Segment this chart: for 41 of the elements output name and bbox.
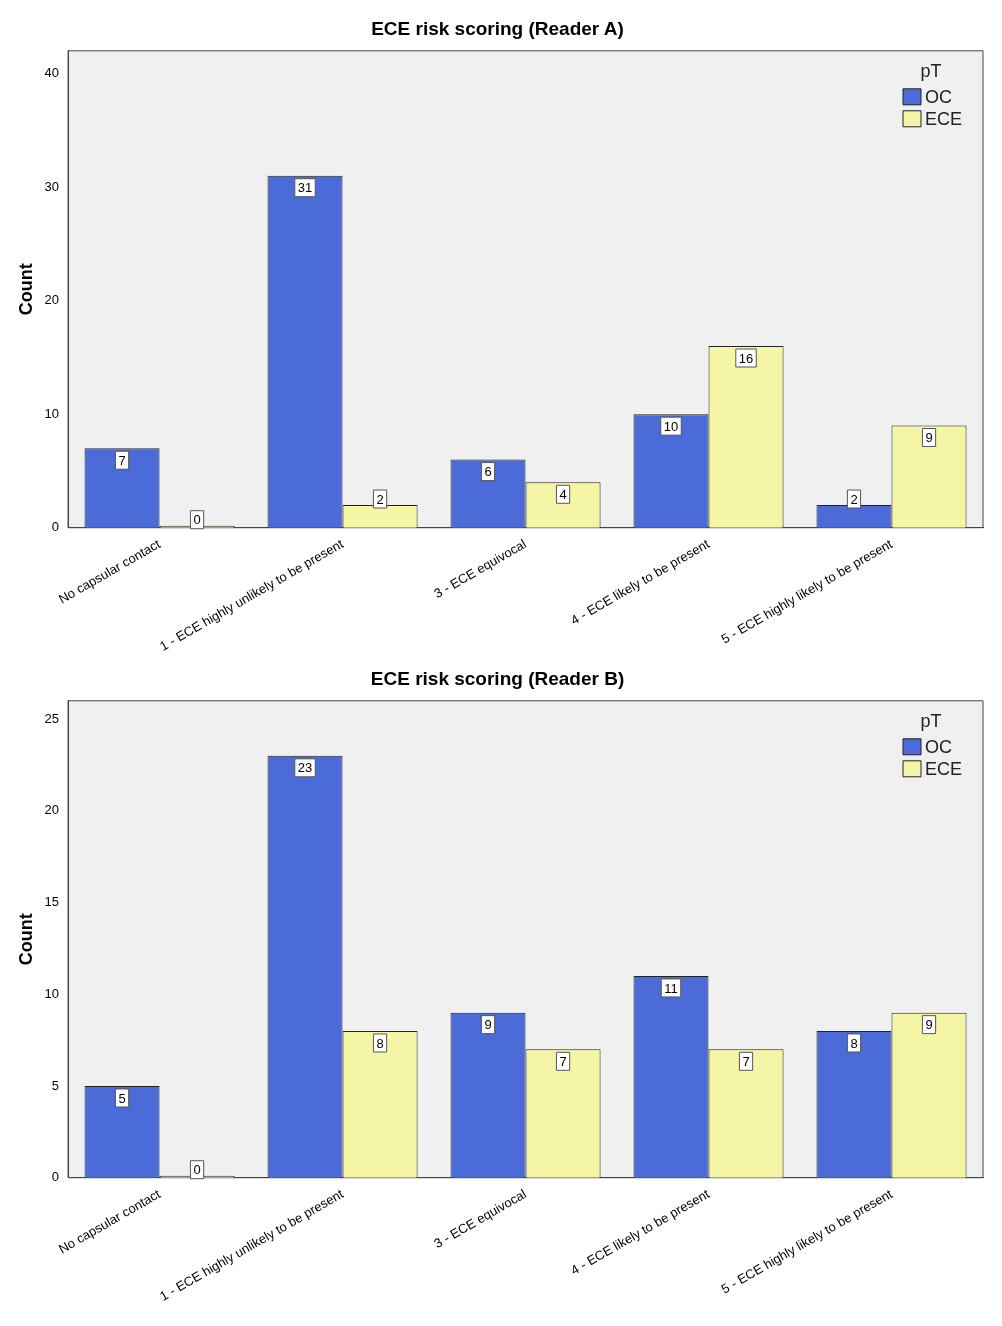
data-label: 5 (118, 1090, 126, 1106)
data-label: 7 (559, 1053, 567, 1069)
data-label: 6 (484, 464, 492, 480)
data-label: 8 (850, 1035, 858, 1051)
chart-title: ECE risk scoring (Reader B) (370, 667, 625, 689)
legend-label: OC (925, 736, 952, 757)
y-tick-label: 0 (51, 519, 60, 535)
chart-title: ECE risk scoring (Reader A) (371, 17, 624, 39)
y-tick-label: 25 (44, 710, 60, 726)
data-label: 8 (376, 1035, 384, 1051)
data-label: 0 (193, 512, 201, 528)
y-tick-label: 0 (51, 1169, 60, 1185)
legend-label: ECE (925, 758, 963, 779)
data-label: 9 (925, 430, 933, 446)
y-axis-title: Count (15, 263, 36, 316)
data-label: 9 (484, 1017, 492, 1033)
data-label: 0 (193, 1162, 201, 1178)
data-label: 2 (850, 491, 858, 507)
y-tick-label: 20 (44, 802, 60, 818)
data-label: 16 (738, 350, 754, 366)
data-label: 10 (663, 418, 679, 434)
data-label: 2 (376, 491, 384, 507)
data-label: 7 (742, 1053, 750, 1069)
y-tick-label: 5 (51, 1077, 60, 1093)
y-tick-label: 20 (44, 292, 60, 308)
legend-title: pT (920, 60, 942, 81)
y-tick-label: 10 (44, 985, 60, 1001)
data-label: 11 (664, 980, 678, 996)
y-axis-title: Count (15, 913, 36, 966)
data-label: 4 (559, 486, 567, 502)
y-tick-label: 40 (44, 65, 60, 81)
data-label: 9 (925, 1017, 933, 1033)
data-label: 23 (297, 760, 313, 776)
legend-label: ECE (925, 108, 963, 129)
y-tick-label: 30 (44, 178, 60, 194)
data-label: 31 (297, 180, 313, 196)
legend-label: OC (925, 86, 952, 107)
legend-title: pT (920, 710, 942, 731)
y-tick-label: 10 (44, 405, 60, 421)
data-label: 7 (118, 452, 126, 468)
y-tick-label: 15 (44, 894, 60, 910)
